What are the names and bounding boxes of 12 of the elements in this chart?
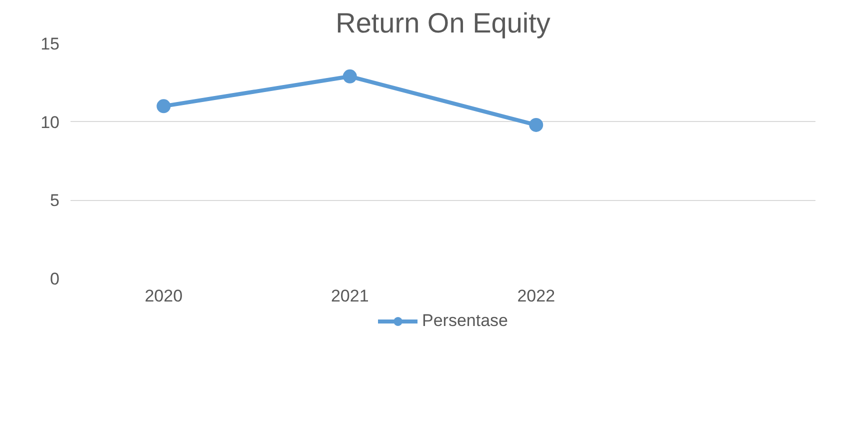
point xyxy=(529,118,544,132)
legend-label: Persentase xyxy=(422,311,508,331)
x-tick-label: 2022 xyxy=(517,286,556,306)
y-tick-label: 15 xyxy=(40,34,60,54)
x-tick-label: 2020 xyxy=(144,286,183,306)
point xyxy=(156,99,171,114)
chart-title: Return On Equity xyxy=(336,8,550,38)
x-tick-label: 2021 xyxy=(330,286,369,306)
y-tick-label: 5 xyxy=(50,191,60,210)
y-tick-label: 10 xyxy=(40,112,60,132)
point xyxy=(342,69,357,84)
y-tick-label: 0 xyxy=(50,270,60,288)
